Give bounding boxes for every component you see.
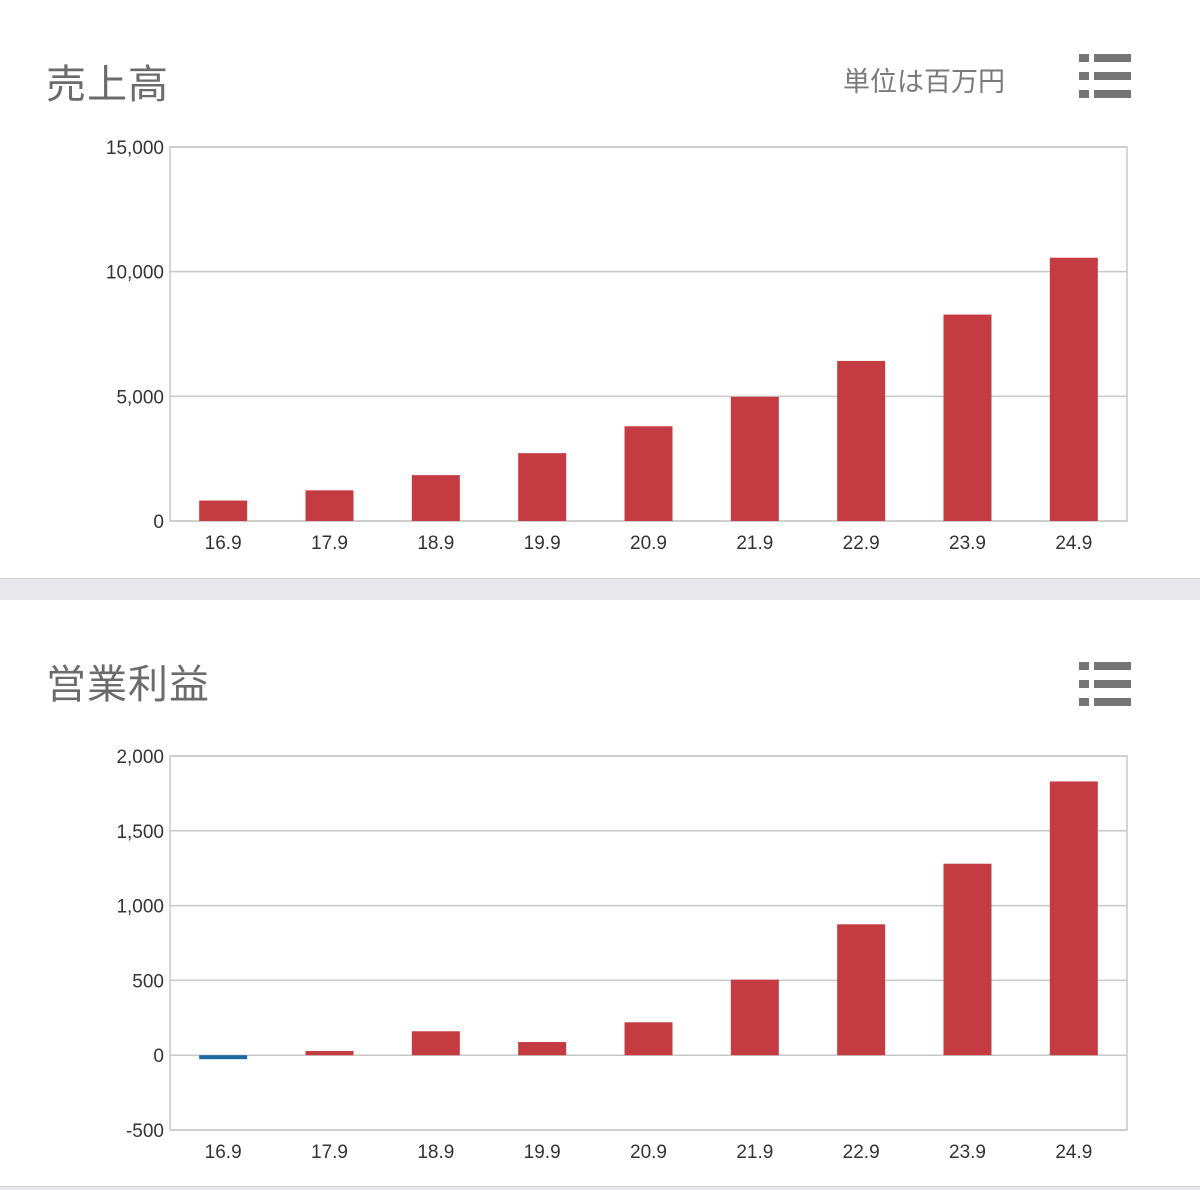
y-tick-label: 0 (153, 512, 164, 533)
bar-18.9 (411, 1031, 460, 1056)
x-tick-label: 17.9 (311, 533, 348, 554)
bar-22.9 (837, 360, 886, 521)
bar-23.9 (943, 314, 992, 521)
x-tick-label: 19.9 (524, 533, 561, 554)
y-tick-label: 2,000 (116, 747, 164, 768)
bar-24.9 (1049, 257, 1098, 521)
x-tick-label: 18.9 (417, 533, 454, 554)
x-tick-label: 23.9 (949, 533, 986, 554)
bar-19.9 (518, 453, 567, 521)
x-tick-label: 23.9 (949, 1142, 986, 1163)
bar-20.9 (624, 1022, 673, 1056)
x-tick-label: 22.9 (843, 1142, 880, 1163)
operating-profit-panel: 営業利益 -500 0 500 1,000 1,500 2,000 16.9 17.9 18.9… (0, 600, 1200, 1186)
x-tick-label: 18.9 (417, 1142, 454, 1163)
sales-panel: 売上高 単位は百万円 0 5,000 10,000 15,000 16.9 17.9 18.… (0, 0, 1200, 578)
sales-bar-chart: 0 5,000 10,000 15,000 16.9 17.9 18.9 19.9 20.9 21… (106, 138, 1128, 554)
y-tick-label: 500 (132, 971, 164, 992)
bar-24.9 (1049, 781, 1098, 1056)
bar-21.9 (730, 979, 779, 1056)
x-tick-label: 19.9 (524, 1142, 561, 1163)
bar-16.9 (199, 1055, 248, 1060)
y-tick-label: 1,000 (116, 897, 164, 918)
y-tick-label: 0 (153, 1046, 164, 1067)
y-tick-label: 15,000 (106, 138, 164, 159)
list-menu-icon[interactable] (1079, 662, 1131, 706)
bar-23.9 (943, 863, 992, 1056)
x-tick-label: 17.9 (311, 1142, 348, 1163)
operating-profit-bar-chart: -500 0 500 1,000 1,500 2,000 16.9 17.9 18.9 19.9 2… (116, 747, 1128, 1163)
y-tick-label: 10,000 (106, 263, 164, 284)
list-menu-icon[interactable] (1079, 54, 1131, 98)
x-tick-label: 22.9 (843, 533, 880, 554)
bar-17.9 (305, 490, 354, 521)
bar-18.9 (411, 475, 460, 521)
unit-label: 単位は百万円 (843, 67, 1005, 98)
x-tick-label: 16.9 (205, 533, 242, 554)
bar-19.9 (518, 1042, 567, 1056)
x-tick-label: 20.9 (630, 1142, 667, 1163)
chart-title: 売上高 (46, 62, 169, 108)
section-divider (0, 578, 1200, 601)
x-tick-label: 21.9 (736, 1142, 773, 1163)
x-tick-label: 24.9 (1055, 1142, 1092, 1163)
bar-22.9 (837, 924, 886, 1056)
chart-title: 営業利益 (46, 662, 210, 708)
y-tick-label: 5,000 (116, 387, 164, 408)
section-divider (0, 1186, 1200, 1190)
bar-20.9 (624, 426, 673, 521)
y-tick-label: -500 (126, 1121, 164, 1142)
x-tick-label: 24.9 (1055, 533, 1092, 554)
bar-21.9 (730, 396, 779, 521)
bar-16.9 (199, 500, 248, 521)
bar-17.9 (305, 1051, 354, 1056)
x-tick-label: 16.9 (205, 1142, 242, 1163)
x-tick-label: 21.9 (736, 533, 773, 554)
y-tick-label: 1,500 (116, 822, 164, 843)
x-tick-label: 20.9 (630, 533, 667, 554)
